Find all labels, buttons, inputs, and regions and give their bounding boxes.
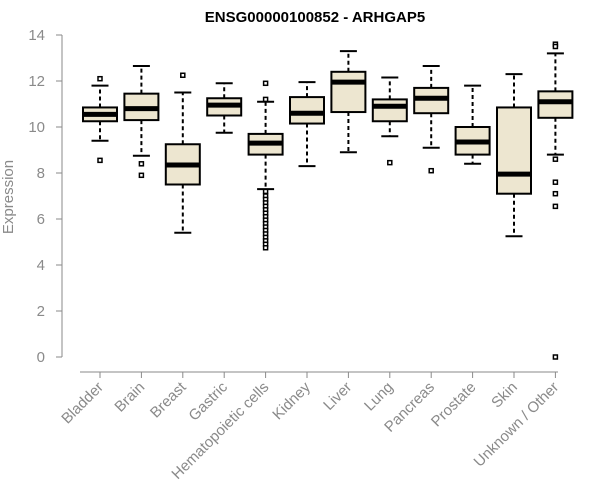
outlier-point bbox=[262, 80, 269, 87]
box-group bbox=[123, 65, 160, 179]
x-tick-label: Prostate bbox=[428, 379, 480, 431]
box-iqr bbox=[289, 96, 325, 125]
x-tick-label: Skin bbox=[488, 379, 521, 412]
box-iqr bbox=[371, 98, 408, 123]
x-tick-label: Breast bbox=[147, 378, 190, 421]
box-group bbox=[164, 72, 201, 234]
x-tick-label: Bladder bbox=[58, 379, 107, 428]
box-iqr bbox=[330, 70, 367, 114]
chart-title: ENSG00000100852 - ARHGAP5 bbox=[205, 9, 425, 26]
y-axis-ticks: 0 2 4 6 8 10 12 14 bbox=[28, 27, 62, 366]
outlier-point bbox=[387, 159, 393, 166]
box-series bbox=[82, 41, 574, 360]
box-group bbox=[537, 41, 574, 360]
box-iqr bbox=[537, 90, 574, 119]
outlier-point bbox=[552, 203, 559, 210]
box-group bbox=[413, 65, 450, 174]
box-group bbox=[496, 73, 532, 238]
box-group bbox=[371, 76, 408, 166]
outlier-point bbox=[552, 354, 559, 360]
x-tick-label: Lung bbox=[361, 379, 397, 415]
outlier-point bbox=[552, 43, 559, 50]
y-tick-label: 8 bbox=[37, 165, 45, 182]
y-tick-label: 10 bbox=[28, 119, 45, 136]
box-group bbox=[82, 75, 118, 164]
outlier-point bbox=[262, 188, 269, 195]
x-tick-label: Liver bbox=[320, 379, 355, 414]
y-tick-label: 6 bbox=[37, 211, 45, 228]
x-tick-label: Brain bbox=[111, 379, 148, 416]
y-tick-label: 4 bbox=[37, 257, 45, 274]
outlier-point bbox=[138, 172, 145, 179]
box-group bbox=[330, 50, 367, 154]
y-tick-label: 0 bbox=[37, 349, 45, 366]
box-group bbox=[206, 82, 243, 134]
outlier-point bbox=[97, 157, 103, 164]
y-tick-label: 2 bbox=[37, 303, 45, 320]
box-group bbox=[247, 80, 284, 251]
x-tick-label: Kidney bbox=[269, 378, 314, 423]
outlier-point bbox=[552, 156, 559, 162]
outlier-point bbox=[552, 190, 559, 197]
outlier-point bbox=[138, 161, 145, 167]
outlier-point bbox=[552, 179, 559, 185]
y-tick-label: 14 bbox=[28, 27, 45, 44]
outlier-point bbox=[262, 245, 269, 251]
box-group bbox=[289, 81, 325, 168]
box-group bbox=[454, 84, 491, 165]
y-tick-label: 12 bbox=[28, 73, 45, 90]
outlier-point bbox=[428, 167, 434, 174]
outlier-point bbox=[262, 96, 269, 103]
outlier-point bbox=[180, 72, 186, 78]
y-axis-title: Expression bbox=[0, 160, 17, 234]
box-iqr bbox=[496, 106, 532, 195]
outlier-point bbox=[97, 75, 103, 82]
